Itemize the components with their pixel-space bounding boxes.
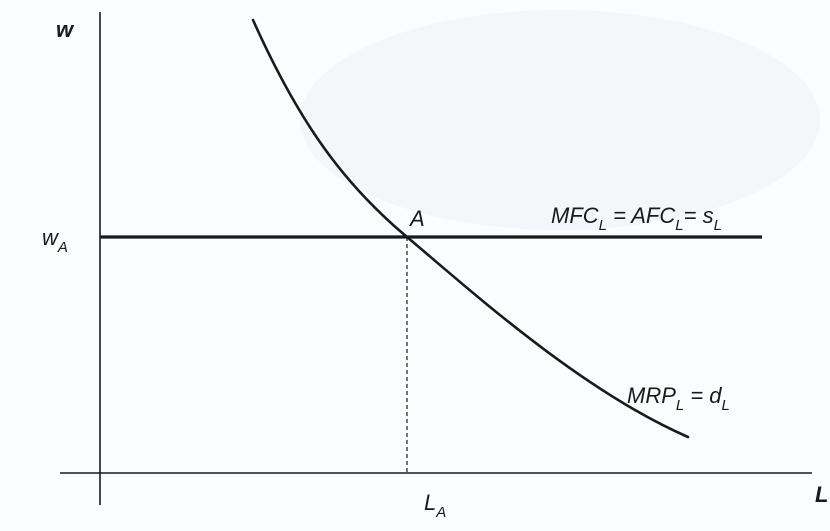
labor-label-base: L: [424, 490, 436, 515]
y-axis-label: w: [56, 17, 75, 42]
labor-label: LA: [424, 490, 446, 521]
demand-label-part: L: [676, 397, 684, 414]
paper-shade: [300, 10, 820, 230]
demand-label-part: L: [722, 397, 730, 414]
x-axis-label: L: [815, 482, 828, 507]
supply-label-part: = s: [684, 203, 714, 228]
equilibrium-point-label: A: [408, 206, 425, 231]
supply-label-part: L: [599, 217, 607, 234]
wage-label: wA: [42, 225, 68, 256]
supply-label-part: L: [675, 217, 683, 234]
supply-curve-label: MFCL = AFCL= sL: [551, 203, 722, 234]
wage-label-base: w: [42, 225, 60, 250]
supply-label-part: L: [714, 217, 722, 234]
supply-label-part: MFC: [551, 203, 599, 228]
demand-label-part: = d: [684, 383, 722, 408]
wage-label-sub: A: [57, 239, 68, 256]
supply-label-part: = AFC: [607, 203, 675, 228]
labor-label-sub: A: [435, 504, 446, 521]
demand-curve-label: MRPL = dL: [627, 383, 730, 414]
demand-label-part: MRP: [627, 383, 676, 408]
